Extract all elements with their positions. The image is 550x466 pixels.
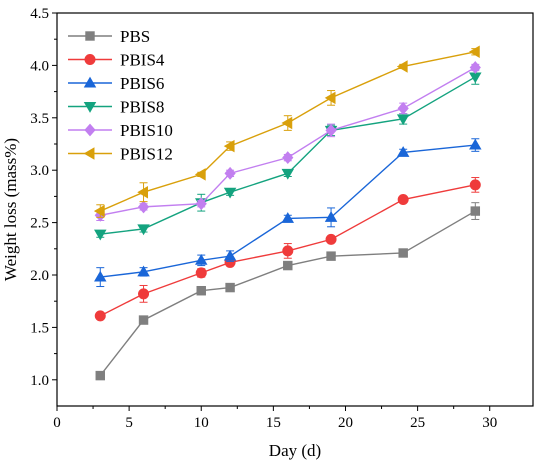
legend-item-pbis4: PBIS4 [68,51,165,70]
data-point [137,200,150,214]
data-point [469,72,482,84]
x-tick-label: 15 [266,415,281,431]
data-point [195,267,207,279]
data-point [281,168,295,180]
y-tick-label: 2.0 [30,268,49,284]
data-point [282,245,294,257]
data-point [281,212,295,223]
data-point [281,116,293,130]
data-point [396,60,408,73]
data-point [95,370,105,381]
series-pbs [95,202,481,381]
legend-label: PBS [120,27,150,46]
data-point [196,285,206,296]
series-pbis6 [94,138,482,288]
data-point [194,168,206,181]
x-tick-label: 10 [194,415,209,431]
data-point [94,270,107,282]
data-point [94,229,107,241]
y-tick-label: 1.0 [30,373,49,389]
legend-label: PBIS10 [120,121,173,140]
legend-label: PBIS8 [120,98,164,117]
legend-marker [85,31,95,41]
y-tick-label: 1.5 [30,320,49,336]
data-point [137,224,150,236]
data-point [93,204,105,218]
data-point [223,187,237,199]
x-tick-label: 30 [482,415,497,431]
axis-ticks: 0 5 10 15 20 25 30 1.0 1.5 2.0 2.5 3.0 3.5 4.0 4.5 [30,6,497,431]
x-axis-title: Day (d) [269,441,321,460]
data-point [138,315,149,325]
data-point [195,197,207,211]
legend-item-pbs: PBS [68,27,150,46]
series-line [99,210,476,377]
data-point [283,260,293,271]
plot-area-border [56,12,534,407]
series-line [99,51,476,212]
data-point [470,206,481,216]
data-point [325,123,337,137]
data-point [223,249,237,261]
legend-item-pbis10: PBIS10 [68,121,173,140]
y-axis-title: Weight loss (mass%) [1,138,20,281]
y-tick-label: 2.5 [30,216,49,232]
legend-item-pbis12: PBIS12 [68,145,173,164]
data-point [325,233,337,245]
data-point [397,194,409,206]
data-point [468,45,480,59]
data-point [469,61,481,74]
data-point [324,91,336,105]
legend: PBS PBIS4 PBIS6 PBIS8 PBIS10 PBIS12 [68,27,173,164]
series-line [100,76,476,235]
data-point [138,288,150,300]
data-point [398,248,408,258]
y-tick-label: 3.5 [30,111,49,127]
data-point [282,151,294,165]
legend-label: PBIS4 [120,51,165,70]
data-point [397,101,409,115]
data-point [469,138,482,150]
legend-item-pbis8: PBIS8 [68,98,164,117]
data-point [195,254,208,265]
series-pbis4 [94,177,481,322]
data-point [94,310,106,322]
y-tick-label: 3.0 [30,163,49,179]
legend-marker [84,123,96,137]
legend-marker [83,76,97,88]
plot-frame [56,12,534,407]
x-tick-label: 25 [410,415,425,431]
y-tick-label: 4.5 [30,6,49,22]
y-tick-label: 4.0 [30,58,49,74]
data-point [223,139,235,153]
data-point [324,211,338,222]
legend-item-pbis6: PBIS6 [68,74,164,93]
data-point [137,185,149,199]
legend-marker [84,53,96,65]
series-group [93,45,482,381]
data-point [225,282,235,293]
legend-marker [83,147,95,160]
data-point [137,265,150,277]
x-tick-label: 5 [125,415,133,431]
data-point [469,179,481,191]
data-point [224,166,236,180]
data-point [326,251,336,261]
series-line [100,144,476,278]
legend-label: PBIS12 [120,145,173,164]
x-tick-label: 0 [53,415,61,431]
legend-marker [83,102,97,113]
x-tick-label: 20 [338,415,353,431]
legend-label: PBIS6 [120,74,164,93]
series-line [99,184,476,317]
series-pbis12 [93,45,480,218]
data-point [396,146,410,157]
series-line [100,66,476,216]
